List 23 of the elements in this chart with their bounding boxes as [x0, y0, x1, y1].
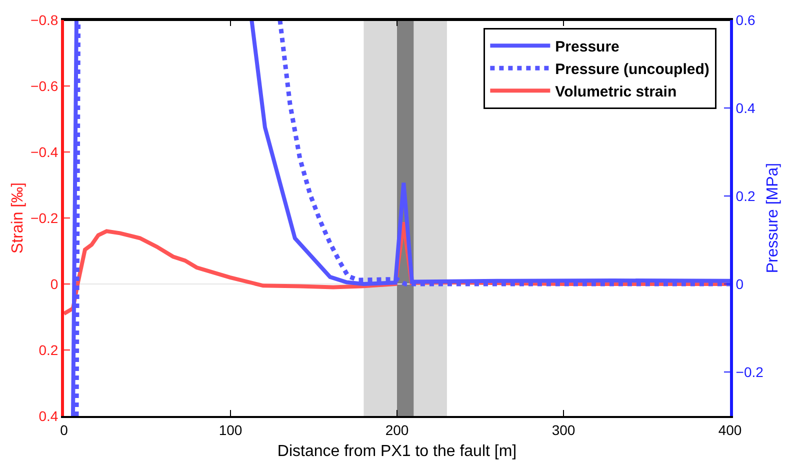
- x-tick-label: 300: [552, 422, 576, 438]
- y-tick-label: 0.2: [38, 342, 58, 358]
- legend-label: Pressure (uncoupled): [555, 61, 710, 78]
- y-tick-label: 0: [50, 276, 58, 292]
- y-tick-label: −0.6: [30, 78, 58, 94]
- y2-axis-title: Pressure [MPa]: [764, 162, 782, 274]
- y2-tick-label: −0.2: [736, 364, 764, 380]
- x-tick-label: 100: [218, 422, 242, 438]
- x-tick-label: 200: [385, 422, 409, 438]
- y2-tick-label: 0.4: [736, 100, 756, 116]
- y-axis-title: Strain [‰]: [9, 182, 26, 254]
- y-tick-label: 0.4: [38, 408, 58, 424]
- legend-label: Volumetric strain: [555, 84, 677, 101]
- x-axis-title: Distance from PX1 to the fault [m]: [277, 443, 517, 460]
- y-tick-label: −0.8: [30, 12, 58, 28]
- x-tick-label: 400: [718, 422, 742, 438]
- legend-label: Pressure: [555, 38, 620, 56]
- y-tick-label: −0.4: [30, 144, 58, 160]
- y2-tick-label: 0: [736, 276, 744, 292]
- y2-tick-label: 0.6: [736, 12, 756, 28]
- y2-tick-label: 0.2: [736, 188, 756, 204]
- x-tick-label: 0: [60, 422, 68, 438]
- y-tick-label: −0.2: [30, 210, 58, 226]
